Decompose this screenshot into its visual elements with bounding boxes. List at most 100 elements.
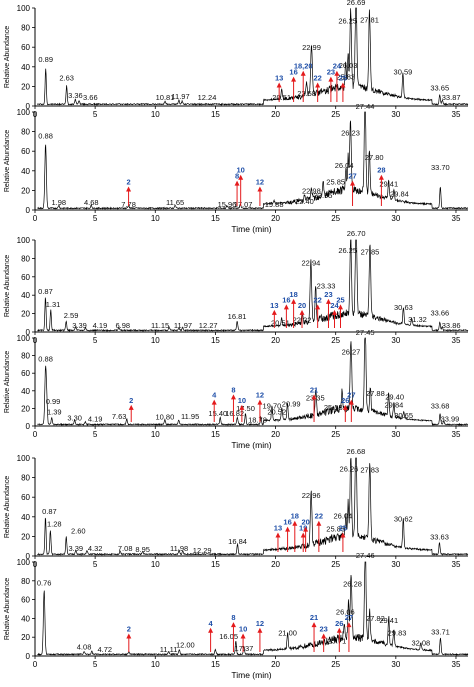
peak-label: 11.97 [174,321,192,330]
peak-label: 26.69 [347,0,366,7]
y-tick-label: 80 [21,474,30,483]
peak-label: 16.05 [219,632,238,641]
x-tick-label: 25 [331,214,340,223]
compound-arrow-head [342,404,348,410]
compound-number: 10 [238,396,246,405]
y-tick-label: 40 [21,167,30,176]
x-tick-label: 20 [271,336,280,345]
peak-label: 30.59 [394,68,413,77]
x-tick-label: 35 [452,336,461,345]
compound-number: 12 [256,391,264,400]
x-tick-label: 25 [331,336,340,345]
compound-arrow-head [325,298,331,304]
peak-label: 26.25 [338,17,357,26]
compound-arrow-head [230,622,236,628]
compound-number: 2 [127,624,131,633]
peak-label: 11.98 [170,544,188,553]
peak-label: 20.51 [272,93,291,102]
peak-label: 26.25 [338,246,357,255]
compound-number: 13 [270,301,278,310]
compound-arrow-head [311,622,317,628]
chromatogram-trace [37,457,469,556]
peak-label: 20.52 [267,407,286,416]
y-tick-label: 0 [26,652,31,661]
peak-label: 26.06 [336,608,355,617]
x-tick-label: 15 [211,336,220,345]
compound-number: 8 [231,613,235,622]
x-tick-label: 20 [271,214,280,223]
compound-arrow-head [331,309,337,315]
peak-label: 25.71 [328,637,347,646]
compound-arrow-head [348,399,354,405]
compound-number: 25 [336,295,344,304]
peak-label: 18.78 [248,415,267,424]
compound-arrow-head [283,304,289,310]
x-tick-label: 30 [391,336,400,345]
peak-label: 16.82 [225,409,244,418]
peak-label: 1.39 [47,407,62,416]
compound-number: 20 [298,301,306,310]
compound-arrow-head [300,70,306,76]
x-tick-label: 25 [331,660,340,669]
compound-number: 16 [282,295,290,304]
compound-arrow-head [128,404,134,410]
peak-label: 0.88 [38,131,53,140]
x-tick-label: 30 [391,214,400,223]
x-tick-label: 20 [271,660,280,669]
y-axis-label: Relative Abundance [4,26,11,88]
peak-label: 27.45 [356,328,375,337]
peak-label: 25.85 [326,524,345,533]
compound-arrow-head [299,309,305,315]
peak-label: 11.15 [151,321,169,330]
peak-label: 17.50 [236,404,255,413]
chromatogram-trace [37,561,469,656]
peak-label: 20.99 [282,400,301,409]
peak-label: 26.70 [347,229,366,238]
peak-label: 33.65 [430,83,449,92]
compound-arrow-head [300,532,306,538]
y-tick-label: 80 [21,128,30,137]
peak-label: 26.23 [341,129,360,138]
x-tick-label: 0 [33,660,38,669]
x-tick-label: 30 [391,110,400,119]
peak-label: 25.53 [324,403,343,412]
x-tick-label: 30 [391,560,400,569]
x-tick-label: 25 [331,560,340,569]
y-axis-label: Relative Abundance [4,255,11,317]
compound-arrow-head [291,76,297,82]
peak-label: 33.86 [442,321,461,330]
compound-number: 18 [289,290,297,299]
peak-label: 29.83 [388,628,407,637]
x-tick-label: 25 [331,110,340,119]
compound-arrow-head [275,532,281,538]
compound-arrow-head [315,304,321,310]
compound-number: 10 [237,166,245,175]
compound-arrow-head [126,633,132,639]
peak-label: 33.63 [430,532,449,541]
compound-arrow-head [303,526,309,532]
peak-label: 27.82 [366,614,385,623]
y-tick-label: 40 [21,63,30,72]
x-tick-label: 15 [211,430,220,439]
compound-number: 22 [313,295,321,304]
peak-label: 26.26 [340,465,359,474]
compound-number: 24 [330,301,339,310]
peak-label: 8.95 [135,545,150,554]
y-tick-label: 100 [17,334,31,343]
peak-label: 1.28 [47,520,62,529]
y-tick-label: 60 [21,147,30,156]
compound-arrow-head [208,627,214,633]
compound-arrow-head [378,174,384,180]
compound-number: 16 [283,518,291,527]
y-tick-label: 20 [21,404,30,413]
compound-number: 4 [209,619,214,628]
y-tick-label: 0 [26,102,31,111]
x-tick-label: 10 [151,214,160,223]
peak-label: 27.46 [356,551,375,560]
x-tick-label: 10 [151,336,160,345]
compound-arrow-head [334,70,340,76]
compound-arrow-head [257,399,263,405]
x-tick-label: 25 [331,430,340,439]
peak-label: 0.87 [38,287,53,296]
compound-arrow-head [234,180,240,186]
